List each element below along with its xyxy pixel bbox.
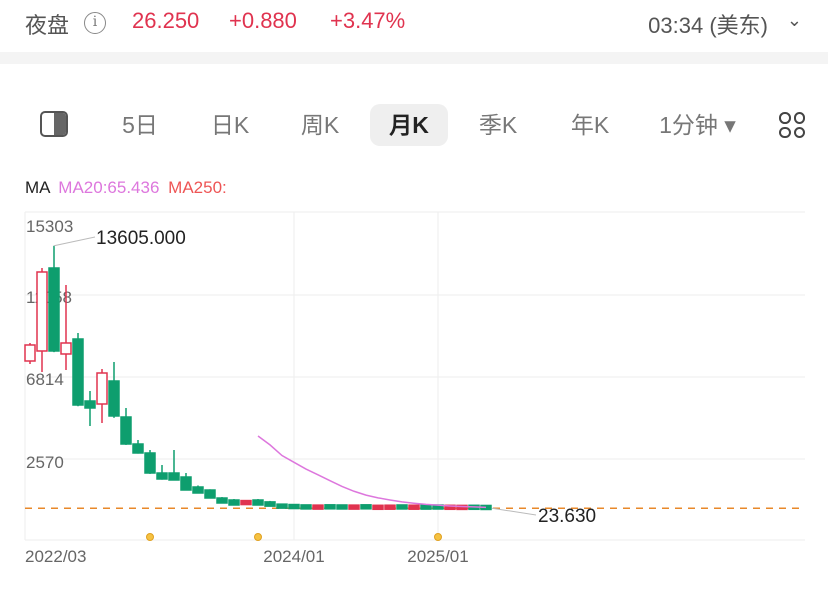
tab-weekly[interactable]: 周K [300,112,340,138]
tab-minute-dropdown[interactable]: 1分钟 ▾ [659,112,736,138]
candle-down [252,499,264,506]
tab-daily[interactable]: 日K [210,112,250,138]
grid-menu-icon[interactable] [779,112,805,138]
max-leader [53,236,96,247]
x-tick-label: 2025/01 [407,547,468,566]
candle-down [144,452,156,474]
tab-yearly[interactable]: 年K [570,112,610,138]
candle-down [216,497,228,504]
candle-up [348,504,360,510]
candle-down [228,499,240,506]
ma20-line [257,435,487,509]
candle-down [360,504,372,510]
ma-label: MA [25,178,50,197]
candle-down [264,501,276,507]
candle-down [132,443,144,454]
event-marker-dot [434,533,442,541]
x-tick-label: 2022/03 [25,547,86,566]
max-price-label: 13605.000 [96,228,186,249]
candle-down [180,476,192,491]
candle-down [108,380,120,417]
candle-down [192,486,204,494]
candle-up [384,504,396,510]
market-time[interactable]: 03:34 (美东) [648,13,768,38]
candle-down [396,504,408,510]
last-price: 26.250 [132,8,200,33]
candle-down [48,267,60,352]
session-label: 夜盘 [25,13,70,38]
y-tick-label: 6814 [26,370,64,389]
tab-monthly[interactable]: 月K [370,104,448,146]
candle-down [72,338,84,406]
y-tick-label: 2570 [26,453,64,472]
candle-up [408,504,420,510]
divider [0,52,828,64]
candle-up [312,504,324,510]
candle-down [300,504,312,510]
panel-toggle-icon[interactable] [40,111,68,137]
candle-down [204,489,216,499]
price-change: +0.880 [229,8,297,33]
candle-down [336,504,348,510]
tab-5day[interactable]: 5日 [122,112,158,138]
last-leader [491,507,537,516]
candle-up [372,504,384,511]
event-marker-dot [146,533,154,541]
candle-down [276,503,288,509]
last-price-label: 23.630 [538,506,596,527]
x-tick-label: 2024/01 [263,547,324,566]
ma250-value: MA250: [168,178,227,197]
ma20-value: MA20:65.436 [58,178,160,197]
info-icon[interactable]: i [84,12,106,34]
candle-down [420,504,432,510]
event-marker-dot [254,533,262,541]
ma-legend: MA MA20:65.436 MA250: [25,178,227,198]
price-change-pct: +3.47% [330,8,406,33]
candle-up [96,372,108,405]
chevron-down-icon[interactable]: ⌄ [786,10,802,30]
tab-quarterly[interactable]: 季K [478,112,518,138]
candle-down [168,472,180,481]
candle-down [288,503,300,510]
candle-down [120,416,132,445]
candle-up [240,499,252,506]
candle-up [24,344,36,362]
quote-header: 夜盘 i 26.250 +0.880 +3.47% 03:34 (美东) ⌄ [0,0,828,50]
y-tick-label: 15303 [26,217,73,236]
candle-down [84,400,96,409]
candle-down [156,472,168,480]
candle-up [36,271,48,352]
candle-up [60,342,72,355]
candle-down [324,504,336,510]
